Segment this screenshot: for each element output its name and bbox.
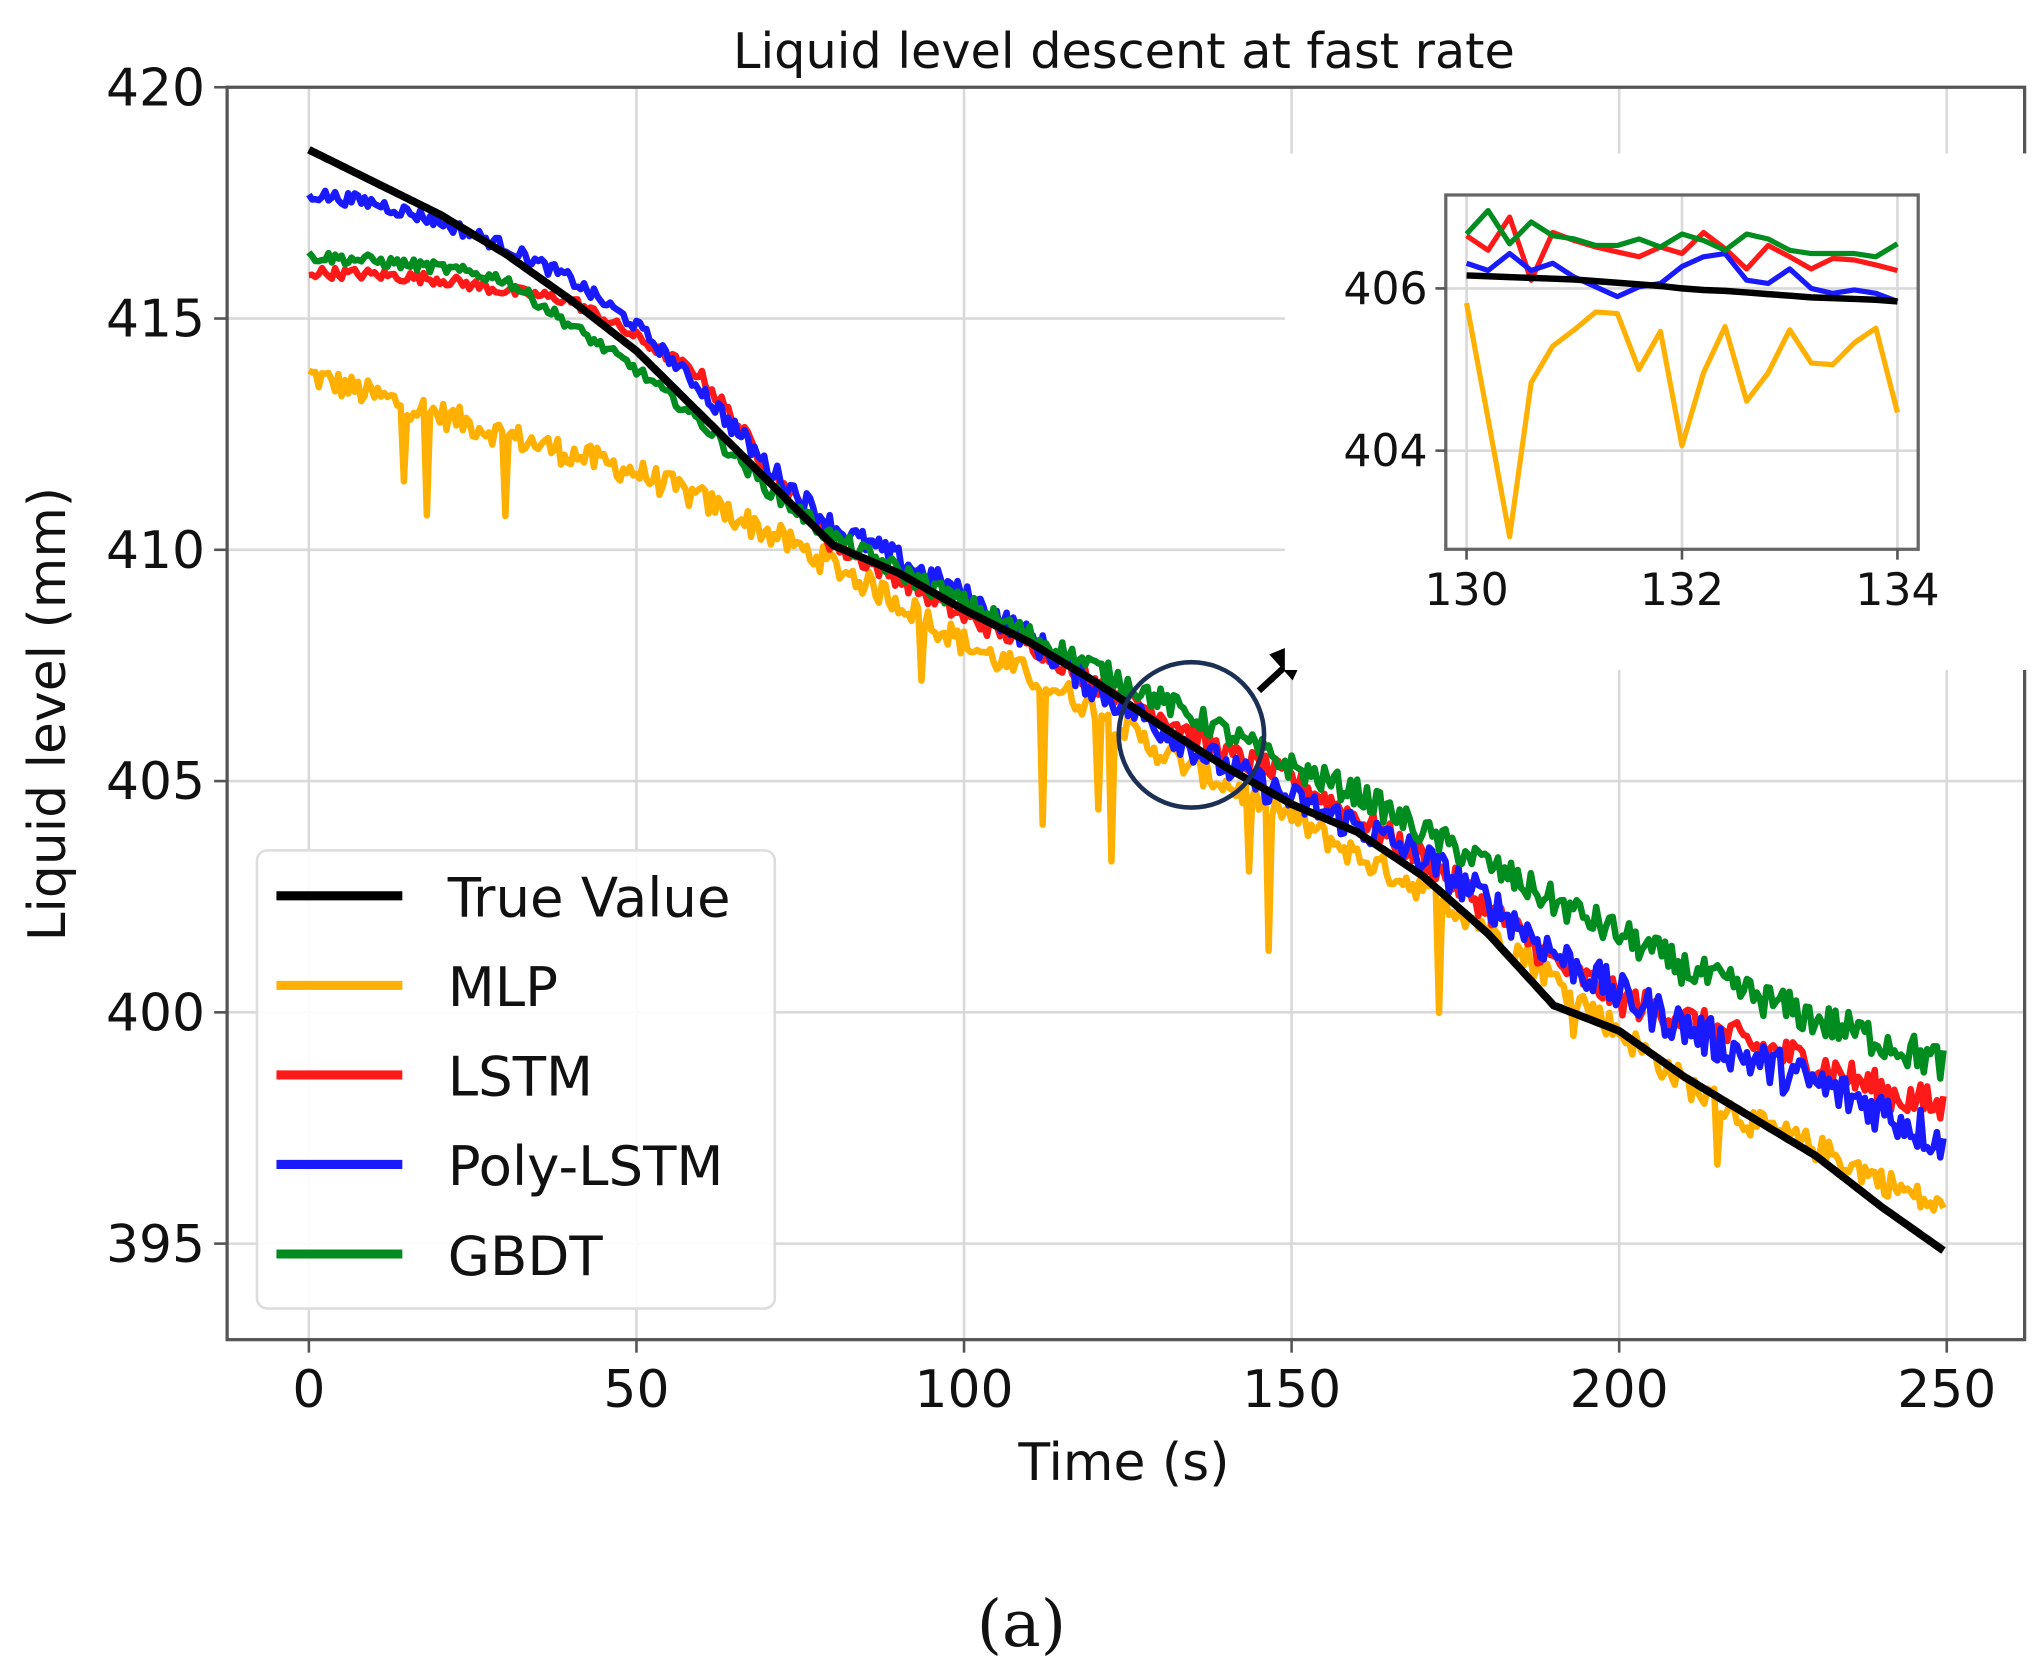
legend-box [255, 849, 777, 1310]
y-ticks: 395 400 405 410 415 420 [106, 58, 228, 1275]
inset-line-lstm [1465, 214, 1899, 283]
x-tick-label: 100 [914, 1360, 1013, 1420]
zoom-region-circle [1116, 659, 1267, 810]
y-tick-label: 395 [106, 1215, 205, 1275]
chart-title: Liquid level descent at fast rate [733, 22, 1515, 80]
legend: True Value MLP LSTM Poly-LSTM GBDT [255, 849, 777, 1310]
y-tick-label: 410 [106, 521, 205, 581]
x-axis-label: Time (s) [1017, 1433, 1229, 1493]
inset-x-tick-label: 130 [1424, 565, 1508, 616]
inset-y-tick-label: 406 [1343, 264, 1427, 315]
legend-label: Poly-LSTM [448, 1134, 724, 1198]
inset-x-tick-label: 132 [1640, 565, 1724, 616]
y-tick-label: 405 [106, 752, 205, 812]
inset-line-gbdt [1464, 207, 1899, 260]
y-tick-label: 420 [106, 58, 205, 118]
axes-frame [225, 85, 2027, 1342]
series-line-mlp [307, 367, 1947, 1214]
inset-line-mlp [1463, 302, 1900, 540]
inset-y-tick-label: 404 [1343, 426, 1427, 477]
y-axis-label: Liquid level (mm) [18, 487, 78, 942]
y-tick-label: 415 [106, 290, 205, 350]
x-tick-label: 200 [1570, 1360, 1669, 1420]
series-line-gbdt [306, 249, 1947, 1082]
inset-background [1284, 153, 2032, 670]
legend-label: GBDT [448, 1224, 604, 1288]
inset-series-group [1463, 207, 1900, 540]
inset-line-poly-lstm [1465, 250, 1899, 304]
x-tick-label: 0 [292, 1360, 325, 1420]
legend-label: MLP [448, 955, 558, 1019]
x-tick-label: 250 [1897, 1360, 1996, 1420]
inset-plot: 130 132 134 404 406 [1284, 153, 2032, 670]
x-tick-label: 150 [1242, 1360, 1341, 1420]
inset-y-ticks: 404 406 [1343, 264, 1446, 477]
inset-x-tick-label: 134 [1855, 565, 1939, 616]
x-ticks: 0 50 100 150 200 250 [292, 1339, 1996, 1420]
inset-line-true-value [1466, 272, 1898, 305]
legend-label: True Value [447, 866, 731, 930]
x-tick-label: 50 [603, 1360, 669, 1420]
figure-caption: (a) [977, 1587, 1066, 1662]
inset-x-ticks: 130 132 134 [1424, 549, 1940, 616]
legend-label: LSTM [448, 1045, 593, 1109]
y-tick-label: 400 [106, 984, 205, 1044]
